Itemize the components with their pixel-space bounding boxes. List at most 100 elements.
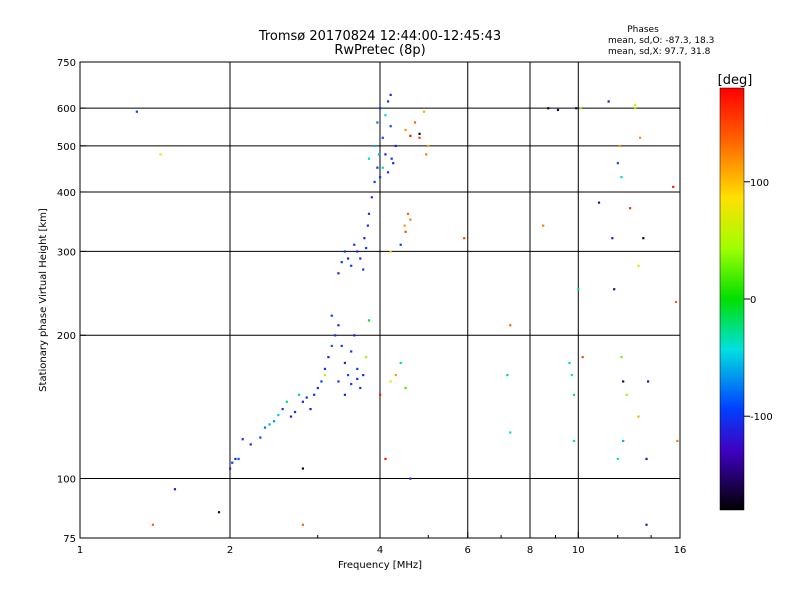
- colorbar-tick-label: -100: [750, 412, 773, 423]
- data-point: [173, 488, 177, 491]
- data-point: [394, 374, 397, 377]
- data-point: [337, 380, 340, 383]
- data-point: [365, 247, 368, 250]
- data-point: [422, 110, 426, 113]
- data-point: [381, 166, 384, 169]
- x-tick-label: 2: [227, 545, 233, 556]
- data-point: [577, 288, 580, 291]
- y-tick-label: 75: [63, 534, 76, 545]
- data-point: [376, 166, 379, 169]
- data-point: [622, 439, 625, 443]
- data-point: [356, 377, 359, 381]
- data-point: [293, 410, 297, 414]
- data-point: [350, 264, 353, 267]
- data-point: [568, 361, 571, 365]
- data-point: [676, 439, 679, 443]
- data-point: [272, 420, 276, 423]
- data-point: [394, 144, 397, 148]
- data-point: [356, 367, 359, 371]
- data-point: [418, 132, 421, 135]
- data-point: [359, 386, 362, 390]
- data-point: [403, 224, 406, 227]
- data-point: [313, 393, 316, 396]
- data-point: [377, 153, 381, 156]
- data-point: [389, 250, 392, 253]
- data-point: [289, 415, 293, 418]
- data-point: [323, 367, 327, 371]
- colorbar-tick-label: 100: [750, 178, 769, 189]
- x-tick-label: 6: [465, 545, 471, 556]
- data-point: [622, 380, 625, 383]
- x-tick-label: 4: [377, 545, 383, 556]
- x-tick-label: 8: [527, 545, 533, 556]
- data-point: [425, 153, 428, 156]
- data-point: [367, 319, 371, 322]
- data-point: [334, 334, 337, 337]
- y-tick-label: 300: [57, 247, 76, 258]
- y-tick-label: 750: [57, 58, 76, 69]
- data-point: [330, 314, 333, 317]
- data-point: [570, 374, 573, 377]
- data-point: [616, 162, 619, 165]
- x-tick-label: 1: [77, 545, 83, 556]
- data-point: [249, 443, 252, 446]
- data-point: [389, 380, 392, 383]
- data-point: [625, 393, 628, 396]
- data-point: [229, 467, 232, 470]
- data-point: [263, 426, 267, 429]
- data-point: [376, 121, 379, 124]
- y-tick-label: 600: [57, 104, 76, 115]
- data-point: [301, 467, 305, 470]
- data-point: [343, 393, 347, 396]
- data-point: [629, 207, 632, 210]
- data-point: [343, 250, 347, 253]
- data-point: [241, 438, 244, 441]
- data-point: [316, 386, 319, 390]
- data-point: [620, 356, 623, 359]
- colorbar: [719, 87, 745, 511]
- data-point: [359, 257, 362, 260]
- chart-title: Tromsø 20170824 12:44:00-12:45:43: [258, 29, 501, 44]
- data-points: [135, 93, 679, 526]
- data-point: [340, 261, 343, 264]
- data-point: [409, 477, 412, 480]
- data-point: [135, 110, 138, 113]
- colorbar-ticks: 100 0 -100: [744, 178, 773, 423]
- data-point: [581, 356, 584, 359]
- data-point: [542, 224, 545, 227]
- data-point: [639, 136, 642, 139]
- data-point: [634, 107, 637, 110]
- data-point: [366, 224, 369, 227]
- data-point: [547, 107, 550, 110]
- data-point: [379, 393, 382, 396]
- data-point: [346, 257, 350, 260]
- data-point: [392, 162, 395, 165]
- data-point: [301, 523, 305, 526]
- data-point: [309, 407, 312, 411]
- data-point: [365, 356, 368, 359]
- data-point: [379, 175, 382, 179]
- data-point: [406, 212, 410, 215]
- y-axis-ticks: 75 100 200 300 400 500 600 750: [57, 58, 86, 545]
- data-point: [386, 100, 390, 103]
- data-point: [463, 237, 466, 240]
- data-point: [506, 374, 509, 377]
- data-point: [217, 511, 221, 514]
- data-point: [620, 175, 623, 179]
- data-point: [613, 288, 616, 291]
- data-point: [337, 324, 340, 327]
- y-tick-label: 200: [57, 331, 76, 342]
- data-point: [637, 264, 640, 267]
- data-point: [285, 400, 288, 403]
- x-axis-ticks: 1 2 4 6 8 10 16: [77, 532, 687, 556]
- data-point: [362, 268, 365, 271]
- data-point: [297, 393, 301, 396]
- data-point: [418, 136, 421, 139]
- data-point: [404, 128, 407, 132]
- x-tick-label: 16: [674, 545, 687, 556]
- data-point: [409, 134, 412, 137]
- data-point: [259, 436, 262, 439]
- y-tick-label: 100: [57, 475, 76, 486]
- data-point: [579, 107, 582, 110]
